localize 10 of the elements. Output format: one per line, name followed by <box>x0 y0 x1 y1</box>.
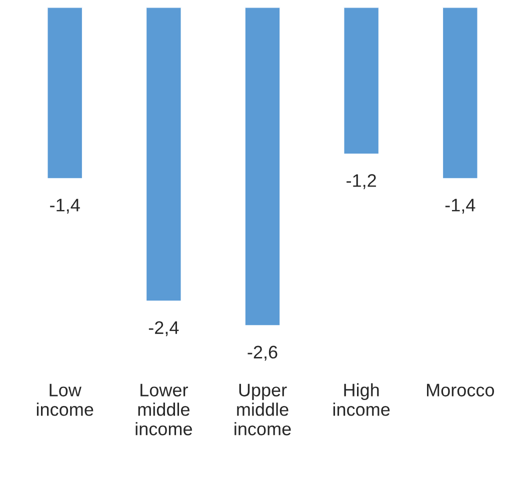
data-label: -1,4 <box>445 198 476 214</box>
x-tick-label: High income <box>333 383 390 416</box>
data-label: -2,4 <box>148 321 179 336</box>
data-label: -1,2 <box>346 174 376 190</box>
x-tick-label: Upper middle income <box>234 384 291 436</box>
x-tick-label: Low income <box>36 384 94 416</box>
x-tick-label: Morocco <box>427 384 494 396</box>
data-label: -2,6 <box>248 346 278 361</box>
data-label: -1,4 <box>50 198 80 214</box>
x-tick-label: Lower middle income <box>136 384 192 436</box>
